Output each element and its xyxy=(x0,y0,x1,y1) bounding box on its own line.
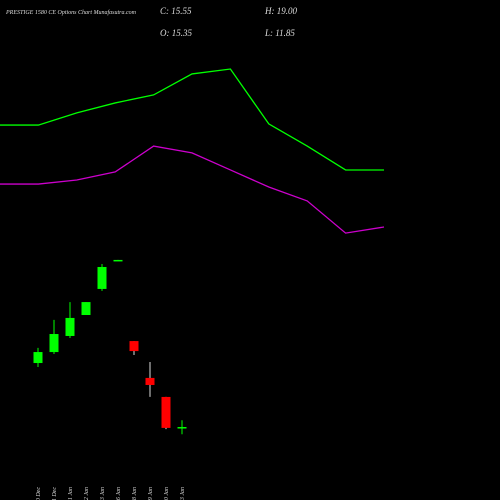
x-tick-label: 30 Dec xyxy=(36,487,42,500)
x-tick-label: 31 Dec xyxy=(52,487,58,500)
x-tick-label: 03 Jan xyxy=(100,487,106,500)
close-info: C: 15.55 xyxy=(160,6,192,16)
x-tick-label: 10 Jan xyxy=(164,487,170,500)
band-line xyxy=(0,68,384,171)
x-tick-label: 02 Jan xyxy=(84,487,90,500)
candle-body xyxy=(113,259,123,262)
candle-body xyxy=(81,302,91,316)
candle-body xyxy=(129,341,139,352)
x-tick-label: 06 Jan xyxy=(116,487,122,500)
candle-body xyxy=(33,352,43,364)
open-info: O: 15.35 xyxy=(160,28,192,38)
band-line xyxy=(0,145,385,234)
candle-body xyxy=(161,396,171,428)
candle-body xyxy=(145,377,155,385)
x-tick-label: 09 Jan xyxy=(148,487,154,500)
low-info: L: 11.85 xyxy=(264,28,295,38)
x-tick-label: 01 Jan xyxy=(68,487,74,500)
high-info: H: 19.00 xyxy=(264,6,297,16)
x-tick-label: 13 Jan xyxy=(180,487,186,500)
x-tick-label: 08 Jan xyxy=(132,487,138,500)
candle-body xyxy=(65,317,75,336)
candle-body xyxy=(177,427,187,429)
chart-title: PRESTIGE 1580 CE Options Chart Munafasut… xyxy=(5,9,137,16)
candle-body xyxy=(49,334,59,353)
candle-body xyxy=(97,266,107,289)
